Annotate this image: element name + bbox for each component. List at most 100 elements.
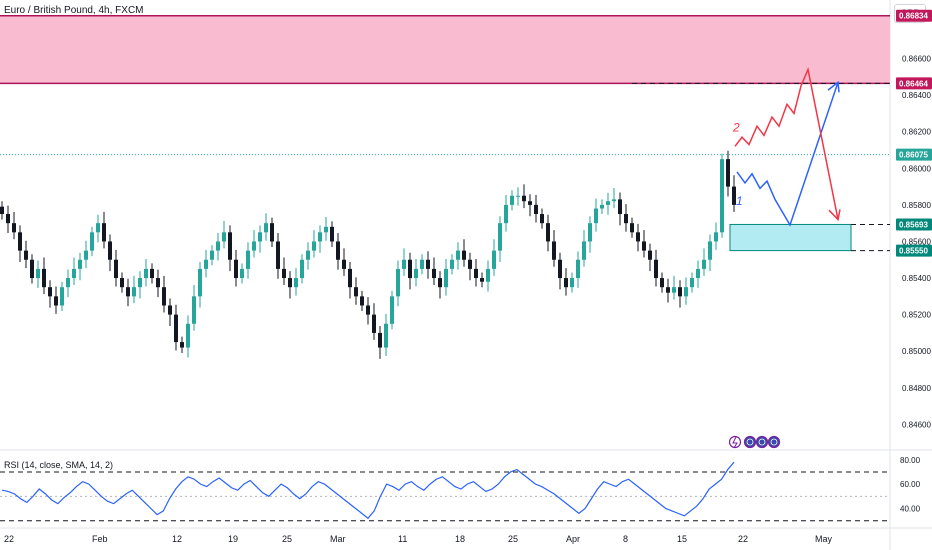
candle bbox=[474, 268, 478, 279]
time-tick-label: 22 bbox=[738, 534, 748, 544]
candle bbox=[486, 268, 490, 282]
candle bbox=[696, 268, 700, 279]
flash-icon-bolt bbox=[732, 436, 738, 449]
candle bbox=[30, 259, 34, 279]
candle bbox=[60, 287, 64, 306]
time-tick-label: May bbox=[815, 534, 833, 544]
candle bbox=[660, 278, 664, 288]
candle bbox=[420, 259, 424, 269]
candle bbox=[438, 278, 442, 288]
candle bbox=[198, 268, 202, 297]
candle bbox=[714, 232, 718, 242]
price-tick-label: 0.86400 bbox=[902, 91, 931, 100]
price-marker bbox=[896, 77, 932, 90]
time-tick-label: 19 bbox=[228, 534, 238, 544]
price-marker-label: 0.86834 bbox=[899, 12, 928, 21]
price-tick-label: 0.85000 bbox=[902, 347, 931, 356]
candle bbox=[162, 287, 166, 306]
time-tick-label: 12 bbox=[172, 534, 182, 544]
candle bbox=[72, 268, 76, 279]
candle bbox=[642, 241, 646, 251]
price-marker bbox=[896, 9, 932, 22]
candle bbox=[672, 287, 676, 293]
projection-path-blue bbox=[736, 82, 839, 227]
candle bbox=[150, 268, 154, 279]
candle bbox=[456, 250, 460, 260]
candle bbox=[516, 195, 520, 197]
price-tick-label: 0.85600 bbox=[902, 237, 931, 246]
flash-icon bbox=[728, 435, 742, 449]
candle bbox=[12, 223, 16, 233]
candle bbox=[654, 259, 658, 279]
candle bbox=[732, 186, 736, 205]
demand-zone bbox=[729, 223, 852, 252]
price-marker-label: 0.86464 bbox=[899, 79, 928, 88]
wave-label-2: 2 bbox=[732, 121, 740, 135]
candle bbox=[222, 232, 226, 242]
candle bbox=[270, 223, 274, 242]
candle bbox=[54, 296, 58, 306]
candle bbox=[180, 342, 184, 348]
candle bbox=[228, 232, 232, 260]
candle bbox=[186, 323, 190, 348]
time-tick-label: 25 bbox=[282, 534, 292, 544]
candle bbox=[114, 259, 118, 279]
candle bbox=[192, 296, 196, 324]
time-tick-label: 11 bbox=[398, 534, 407, 544]
candle bbox=[498, 223, 502, 251]
price-tick-label: 0.84800 bbox=[902, 384, 931, 393]
candle bbox=[216, 241, 220, 251]
candle bbox=[348, 268, 352, 288]
candle bbox=[378, 332, 382, 348]
rsi-line bbox=[1, 461, 735, 520]
candle bbox=[246, 250, 250, 269]
candle bbox=[588, 223, 592, 242]
candle bbox=[264, 223, 268, 233]
price-tick-label: 0.86200 bbox=[902, 128, 931, 137]
candle bbox=[510, 195, 514, 205]
time-tick-label: Mar bbox=[330, 534, 346, 544]
price-marker-label: 0.85550 bbox=[899, 247, 928, 256]
candle bbox=[678, 287, 682, 297]
time-tick-label: 22 bbox=[4, 534, 14, 544]
candle bbox=[402, 259, 406, 269]
candle bbox=[6, 214, 10, 224]
candle bbox=[354, 287, 358, 297]
candle bbox=[234, 259, 238, 279]
candle bbox=[108, 241, 112, 260]
candle bbox=[528, 201, 532, 205]
candle bbox=[126, 287, 130, 297]
price-tick-label: 0.86000 bbox=[902, 164, 931, 173]
candle bbox=[210, 250, 214, 260]
price-marker-label: 0.85693 bbox=[899, 220, 928, 229]
candle bbox=[330, 226, 334, 242]
candle bbox=[384, 323, 388, 348]
candle bbox=[624, 214, 628, 224]
candle bbox=[648, 250, 652, 260]
candle bbox=[690, 278, 694, 288]
time-tick-label: 8 bbox=[623, 534, 628, 544]
time-tick-label: 15 bbox=[677, 534, 687, 544]
candle bbox=[702, 259, 706, 269]
candle bbox=[294, 278, 298, 288]
candle bbox=[102, 223, 106, 242]
globe-icon bbox=[743, 435, 757, 449]
candle bbox=[288, 278, 292, 288]
candle bbox=[396, 268, 400, 297]
candle bbox=[48, 287, 52, 297]
candle bbox=[432, 268, 436, 279]
candle bbox=[552, 241, 556, 260]
candle bbox=[342, 259, 346, 269]
candle bbox=[450, 259, 454, 269]
candle bbox=[168, 305, 172, 315]
candle bbox=[318, 232, 322, 242]
candle bbox=[636, 232, 640, 242]
price-marker bbox=[896, 244, 932, 257]
time-tick-label: 25 bbox=[508, 534, 518, 544]
candle bbox=[312, 241, 316, 251]
candle bbox=[156, 278, 160, 288]
candle bbox=[78, 259, 82, 269]
rsi-label: RSI (14, close, SMA, 14, 2) bbox=[4, 460, 114, 470]
